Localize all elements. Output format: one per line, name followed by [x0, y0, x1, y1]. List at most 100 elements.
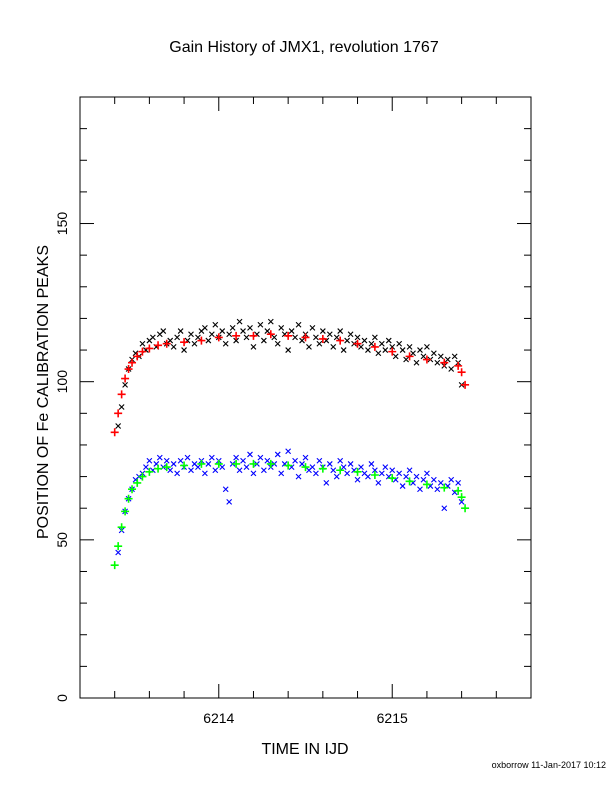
data-point — [457, 493, 466, 502]
data-point — [440, 358, 449, 367]
data-point — [181, 347, 187, 353]
data-point — [121, 374, 130, 383]
data-point — [143, 464, 149, 470]
y-tick-label: 50 — [54, 532, 70, 548]
data-point — [454, 486, 463, 495]
data-point — [170, 344, 177, 350]
y-tick-label: 150 — [54, 212, 70, 236]
data-point — [368, 340, 375, 347]
data-point — [160, 328, 167, 334]
data-point — [162, 463, 171, 472]
data-point — [378, 340, 385, 347]
data-point — [249, 331, 258, 340]
data-point — [117, 390, 126, 399]
data-point — [406, 467, 413, 474]
data-point — [295, 321, 302, 328]
data-point — [389, 344, 396, 350]
data-point — [406, 344, 413, 350]
data-point — [149, 334, 156, 341]
data-point — [124, 365, 133, 374]
data-point — [375, 350, 382, 357]
data-point — [441, 505, 448, 512]
data-point — [180, 461, 189, 470]
data-point — [219, 328, 226, 334]
data-point — [145, 344, 154, 353]
data-point — [243, 334, 250, 341]
data-point — [249, 459, 258, 468]
data-point — [219, 464, 226, 470]
data-point — [170, 461, 177, 467]
data-point — [133, 352, 142, 361]
data-point — [121, 507, 130, 516]
data-point — [318, 464, 327, 473]
data-point — [340, 464, 347, 470]
data-point — [392, 353, 399, 360]
data-point — [232, 459, 241, 468]
data-point — [330, 344, 337, 350]
data-point — [285, 347, 292, 353]
data-point — [197, 336, 206, 345]
data-point — [434, 359, 441, 366]
y-tick-label: 0 — [54, 694, 70, 702]
data-point — [336, 336, 345, 345]
data-point — [110, 428, 119, 437]
data-point — [146, 457, 153, 464]
data-point — [399, 347, 406, 353]
data-point — [344, 470, 351, 477]
data-point — [413, 359, 420, 366]
data-point — [205, 461, 212, 467]
data-point — [138, 347, 147, 356]
data-point — [214, 333, 223, 342]
data-point — [174, 334, 181, 341]
data-point — [371, 334, 378, 341]
data-point — [236, 467, 243, 474]
data-point — [365, 473, 371, 480]
data-point — [417, 486, 423, 493]
data-point — [318, 334, 327, 343]
data-layer — [110, 318, 470, 570]
data-point — [191, 340, 198, 347]
data-point — [278, 470, 285, 477]
data-point — [212, 321, 219, 328]
data-point — [145, 467, 154, 476]
data-point — [222, 340, 229, 347]
data-point — [313, 334, 319, 341]
series-1 — [115, 318, 465, 429]
data-point — [422, 355, 431, 364]
data-point — [233, 337, 240, 344]
series-2 — [110, 330, 470, 437]
x-tick-label: 6214 — [203, 710, 234, 726]
data-point — [208, 331, 215, 338]
data-point — [299, 337, 305, 344]
data-point — [247, 325, 253, 331]
y-axis-label: POSITION OF Fe CALIBRATION PEAKS — [35, 245, 52, 539]
x-tick-label: 6215 — [377, 710, 408, 726]
data-point — [430, 350, 437, 357]
data-point — [457, 368, 466, 377]
data-point — [208, 454, 215, 461]
data-point — [233, 454, 240, 461]
data-point — [417, 347, 423, 353]
data-point — [347, 461, 354, 467]
footer-credit: oxborrow 11-Jan-2017 10:12 — [492, 760, 606, 770]
data-point — [399, 483, 406, 489]
series-4 — [110, 459, 470, 570]
data-point — [284, 461, 293, 470]
data-point — [337, 457, 344, 464]
axis-tick-labels: 6214 6215 0 50 100 150 — [54, 212, 408, 726]
data-point — [340, 347, 347, 353]
data-point — [133, 478, 142, 487]
data-point — [365, 347, 371, 353]
data-point — [410, 350, 416, 357]
data-point — [347, 331, 354, 338]
data-point — [358, 464, 364, 470]
data-point — [396, 470, 403, 477]
data-point — [301, 333, 310, 342]
data-point — [285, 448, 292, 455]
axis-ticks — [80, 97, 531, 698]
data-point — [422, 480, 431, 489]
data-point — [371, 467, 378, 474]
data-point — [354, 334, 361, 341]
data-point — [180, 338, 189, 347]
data-point — [454, 361, 463, 370]
